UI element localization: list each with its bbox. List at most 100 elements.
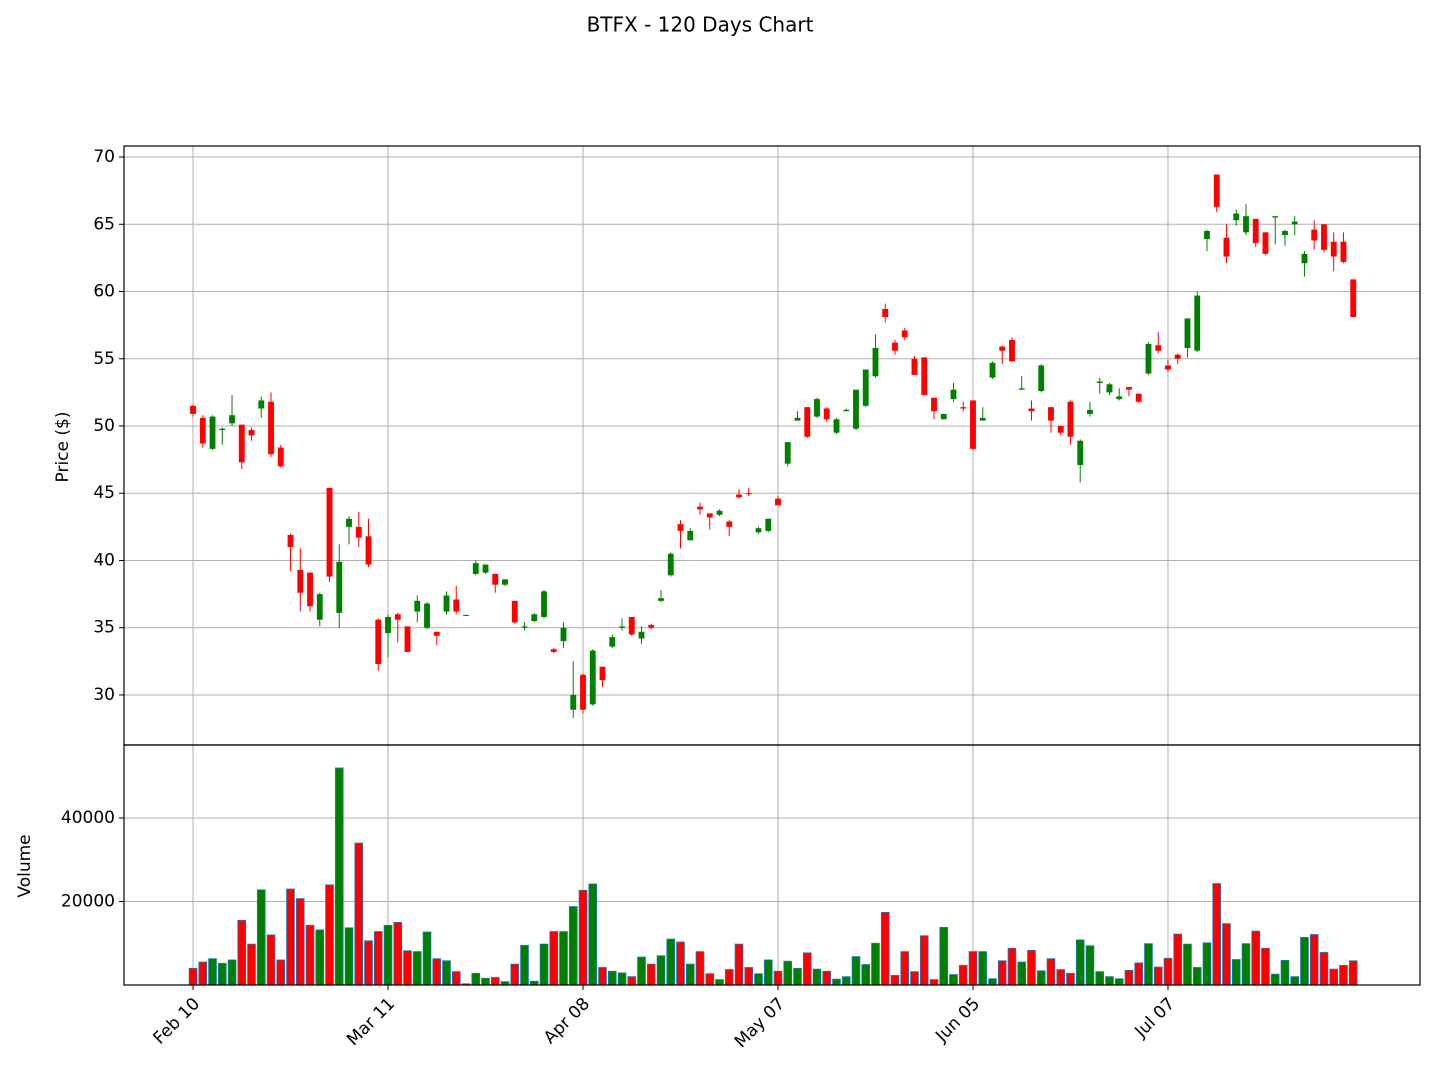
volume-bar xyxy=(549,931,559,986)
candle-body xyxy=(1048,407,1054,421)
volume-bar xyxy=(754,973,763,986)
candle-body xyxy=(745,493,752,495)
candle-body xyxy=(199,417,206,444)
candle-body xyxy=(960,407,967,409)
candle-body xyxy=(482,564,489,573)
candle-body xyxy=(531,614,538,622)
volume-bar xyxy=(237,919,247,986)
volume-bar xyxy=(247,943,256,986)
volume-bar xyxy=(1153,966,1163,986)
volume-bar xyxy=(403,950,412,986)
y-tick-label: 30 xyxy=(93,685,115,705)
volume-bar xyxy=(354,842,364,986)
volume-bar xyxy=(646,963,656,986)
candle-body xyxy=(404,626,411,652)
volume-bar xyxy=(1212,883,1222,986)
candle-body xyxy=(1106,384,1113,393)
candle-body xyxy=(1155,345,1162,351)
volume-bar xyxy=(344,927,354,986)
volume-bar xyxy=(539,943,549,986)
candle-body xyxy=(872,347,879,377)
candle-body xyxy=(336,561,343,613)
volume-bar xyxy=(481,977,490,986)
volume-bar xyxy=(997,960,1007,986)
volume-bar xyxy=(1085,945,1095,986)
candle-body xyxy=(726,521,733,527)
candle-body xyxy=(736,494,742,498)
volume-bar xyxy=(1290,976,1300,986)
volume-bar xyxy=(1202,942,1212,986)
volume-bar xyxy=(744,967,754,986)
volume-bar xyxy=(432,958,442,986)
candle-body xyxy=(268,401,274,455)
candle-body xyxy=(375,619,382,665)
volume-bar xyxy=(637,956,646,986)
volume-bar xyxy=(949,974,958,986)
volume-bar xyxy=(666,938,676,986)
volume-bar xyxy=(334,767,344,986)
volume-bar xyxy=(880,911,890,986)
volume-bar xyxy=(1066,972,1075,986)
volume-bar xyxy=(968,951,978,986)
candle-body xyxy=(453,599,460,612)
candle-body xyxy=(589,650,596,705)
candle-body xyxy=(1204,230,1210,240)
volume-bar xyxy=(422,931,432,986)
volume-bar xyxy=(1144,943,1153,986)
y-tick-label: 50 xyxy=(93,416,115,436)
volume-bar xyxy=(715,979,724,986)
candle-body xyxy=(1077,440,1084,466)
candle-body xyxy=(794,417,801,421)
candle-body xyxy=(258,400,265,409)
y-tick-label: 35 xyxy=(93,618,115,638)
candle-body xyxy=(862,369,869,406)
volume-bar xyxy=(373,931,383,986)
volume-bar xyxy=(383,924,393,986)
candle-body xyxy=(307,572,313,607)
volume-bar xyxy=(1222,923,1231,986)
volume-bar xyxy=(841,976,851,986)
volume-bar xyxy=(851,956,861,986)
candle-body xyxy=(921,357,928,396)
y-tick-label: 65 xyxy=(93,214,115,234)
candle-body xyxy=(882,308,889,318)
candle-body xyxy=(979,417,986,421)
volume-bar xyxy=(1270,973,1280,986)
volume-bar xyxy=(890,975,900,986)
volume-bar xyxy=(1105,976,1114,986)
volume-bar xyxy=(256,889,266,986)
candle-body xyxy=(287,534,294,548)
candle-body xyxy=(658,598,664,601)
candle-body xyxy=(1252,218,1259,244)
volume-bar xyxy=(1027,949,1036,986)
volume-bar xyxy=(578,889,588,986)
candle-body xyxy=(365,536,372,565)
volume-bar xyxy=(295,898,305,986)
candle-body xyxy=(1018,388,1025,390)
candle-body xyxy=(443,595,450,612)
volume-bar xyxy=(1329,968,1339,986)
candle-body xyxy=(433,631,440,636)
volume-frame xyxy=(123,744,1421,986)
y-tick-label: 55 xyxy=(93,349,115,369)
volume-bar xyxy=(1163,957,1173,986)
volume-bar xyxy=(1173,933,1183,986)
volume-bar xyxy=(871,942,880,986)
volume-bar xyxy=(1192,967,1202,986)
candle-body xyxy=(775,498,781,506)
candle-body xyxy=(229,415,235,424)
volume-bar xyxy=(656,955,666,986)
volume-bar xyxy=(1231,959,1241,986)
candle-body xyxy=(843,409,850,412)
candle-body xyxy=(570,694,577,710)
candle-body xyxy=(1067,401,1074,437)
volume-bar xyxy=(832,978,841,986)
candle-body xyxy=(823,408,830,420)
volume-bar xyxy=(861,964,871,986)
y-tick-label: 20000 xyxy=(61,892,115,912)
candle-body xyxy=(648,625,655,628)
volume-bar xyxy=(900,951,910,986)
volume-bar xyxy=(1036,970,1046,986)
volume-bar xyxy=(1339,964,1348,986)
candle-body xyxy=(1301,253,1308,264)
